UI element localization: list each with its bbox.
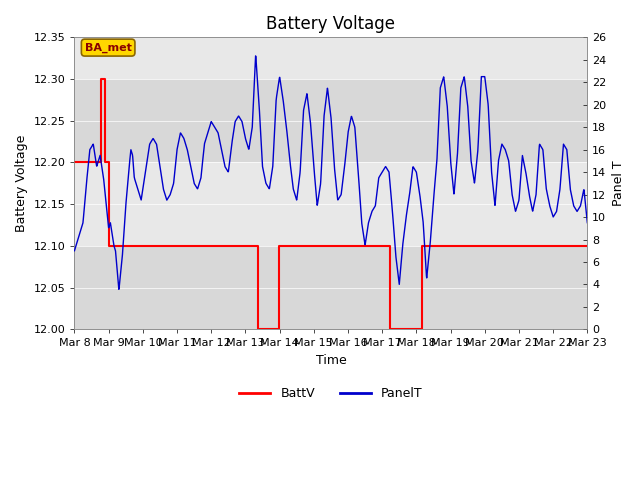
Bar bbox=[74, 246, 588, 329]
X-axis label: Time: Time bbox=[316, 354, 346, 367]
Title: Battery Voltage: Battery Voltage bbox=[266, 15, 396, 33]
Legend: BattV, PanelT: BattV, PanelT bbox=[234, 382, 428, 405]
Y-axis label: Battery Voltage: Battery Voltage bbox=[15, 135, 28, 232]
Bar bbox=[74, 163, 588, 246]
Bar bbox=[74, 79, 588, 163]
Y-axis label: Panel T: Panel T bbox=[612, 160, 625, 206]
Text: BA_met: BA_met bbox=[84, 42, 132, 53]
Bar bbox=[74, 0, 588, 79]
